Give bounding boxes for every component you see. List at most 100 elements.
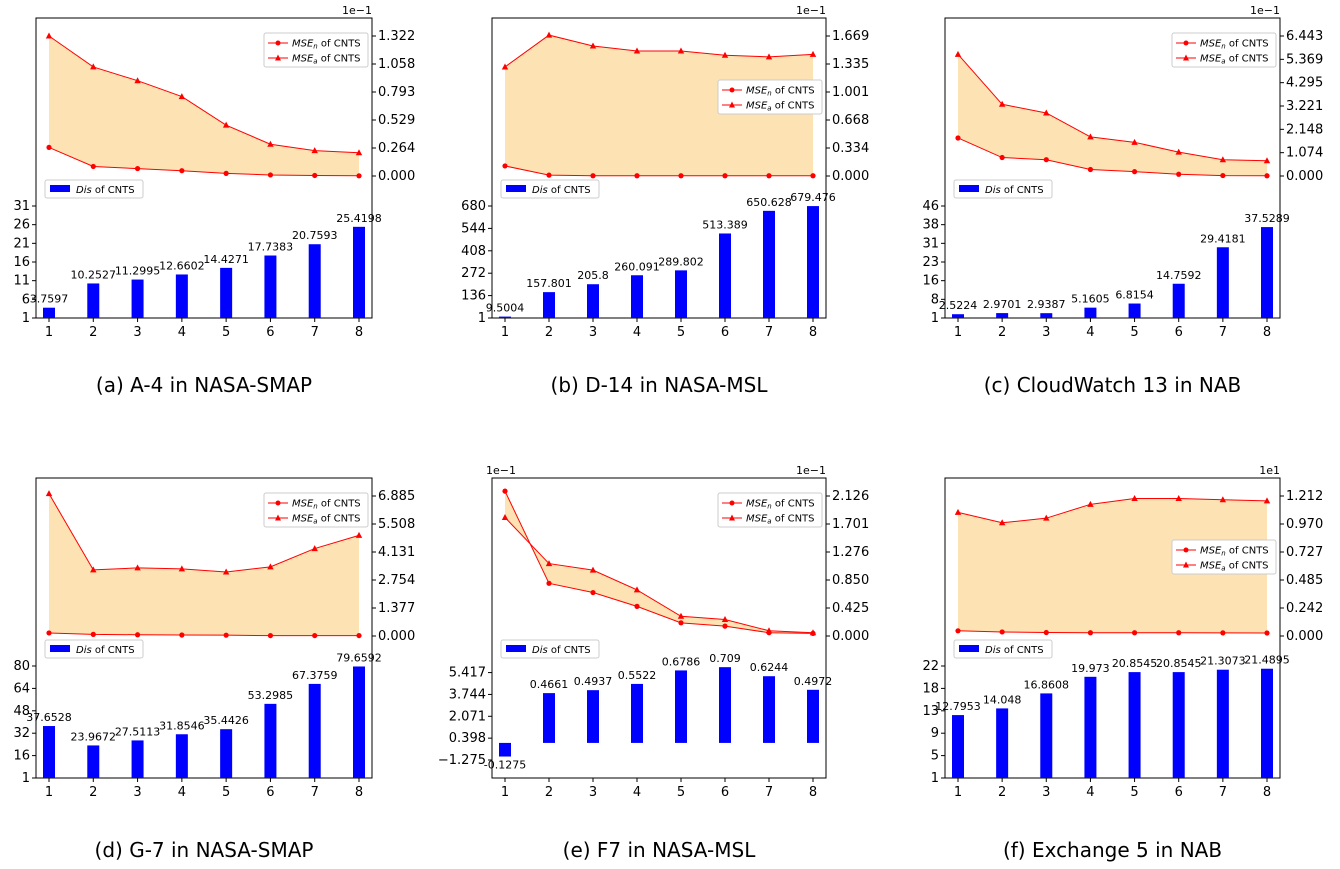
marker-mse-n: [179, 168, 185, 174]
right-tick-label: 0.668: [832, 113, 869, 128]
x-tick-label: 2: [545, 785, 553, 800]
bar-value-label: -0.1275: [484, 759, 526, 772]
marker-mse-a: [633, 47, 641, 54]
line-legend-box: [1171, 32, 1277, 68]
line-legend-box: [1171, 539, 1277, 575]
bar-legend-box: [44, 639, 144, 659]
marker-mse-a: [501, 513, 509, 520]
left-tick-label: 23: [922, 255, 939, 270]
marker-mse-a: [765, 53, 773, 60]
marker-mse-a: [545, 560, 553, 567]
x-tick-label: 5: [1130, 325, 1138, 340]
marker-mse-a: [721, 616, 729, 623]
right-tick-label: 2.126: [832, 489, 869, 504]
marker-mse-a: [267, 563, 274, 570]
bar-3: [587, 690, 599, 743]
bar-value-label: 14.4271: [203, 253, 249, 266]
bar-1: [952, 314, 964, 318]
x-tick-label: 1: [954, 785, 962, 800]
marker-mse-a: [589, 566, 597, 573]
marker-mse-a: [178, 565, 186, 572]
x-tick-label: 1: [954, 325, 962, 340]
marker-mse-n: [590, 173, 596, 179]
x-tick-label: 5: [677, 785, 685, 800]
left-tick-label: 9: [931, 726, 939, 741]
marker-mse-a: [355, 531, 363, 538]
bar-value-label: 260.091: [614, 260, 660, 273]
area-fill-between-mse: [505, 491, 813, 634]
marker-mse-n: [312, 632, 318, 639]
bar-value-label: 2.9387: [1027, 298, 1066, 311]
marker-mse-a: [677, 612, 685, 619]
marker-mse-n: [1176, 630, 1182, 636]
line-mse-n: [48, 632, 359, 637]
legend-marker-circle: [1183, 547, 1189, 553]
subplot-caption: (c) CloudWatch 13 in NAB: [984, 373, 1241, 397]
bar-value-label: 10.2527: [71, 268, 117, 281]
left-tick-label: 1: [931, 311, 939, 326]
left-tick-label: 80: [13, 659, 30, 674]
right-tick-label: 4.131: [378, 545, 415, 560]
right-scale-label: 1e1: [1259, 464, 1280, 477]
marker-mse-n: [1220, 630, 1226, 636]
x-tick-label: 4: [633, 785, 641, 800]
right-tick-label: 1.322: [378, 29, 415, 44]
x-tick-label: 4: [1086, 785, 1094, 800]
x-tick-label: 8: [1263, 325, 1271, 340]
marker-mse-n: [722, 623, 728, 629]
left-tick-label: −1.275: [438, 753, 486, 768]
line-legend-label: MSEa of CNTS: [746, 101, 815, 113]
left-scale-label: 1e−1: [486, 464, 516, 477]
bar-2: [543, 292, 555, 318]
x-tick-label: 6: [266, 325, 274, 340]
subplot-5: -0.1275 0.4661 0.4937 0.5522 0.6786 0.709 0.62…: [438, 464, 869, 862]
bar-value-label: 20.8545: [1112, 657, 1158, 670]
right-tick-label: 0.000: [378, 169, 415, 184]
bar-legend-box: [953, 179, 1053, 199]
marker-mse-a: [134, 564, 141, 571]
line-mse-n: [504, 165, 813, 177]
subplot-1: 3.759710.252711.299512.660214.427117.738…: [13, 4, 415, 397]
line-mse-a: [957, 498, 1268, 524]
marker-mse-n: [1131, 169, 1138, 175]
x-tick-label: 6: [721, 785, 729, 800]
subplot-caption: (e) F7 in NASA-MSL: [563, 838, 757, 862]
bar-legend-box: [500, 179, 600, 199]
right-tick-label: 0.970: [1286, 517, 1323, 532]
bar-value-label: 157.801: [526, 277, 572, 290]
bar-5: [220, 729, 233, 778]
bar-value-label: 0.4972: [794, 675, 833, 688]
marker-mse-a: [809, 50, 817, 57]
left-tick-label: 13: [922, 704, 939, 719]
bar-6: [1172, 672, 1185, 778]
left-tick-label: 6: [22, 292, 30, 307]
marker-mse-n: [678, 173, 684, 179]
subplot-caption: (b) D-14 in NASA-MSL: [551, 373, 769, 397]
marker-mse-n: [502, 163, 508, 169]
marker-mse-a: [311, 545, 318, 552]
bar-value-label: 21.4895: [1244, 654, 1290, 667]
left-tick-label: 5: [931, 749, 939, 764]
bar-3: [131, 740, 144, 778]
marker-mse-n: [1264, 630, 1270, 636]
right-tick-label: 0.850: [832, 573, 869, 588]
bar-legend-box: [953, 639, 1053, 659]
left-tick-label: 544: [461, 221, 486, 236]
x-tick-label: 7: [311, 325, 319, 340]
x-tick-label: 2: [89, 785, 97, 800]
legend-marker-triangle: [1183, 561, 1189, 568]
bar-5: [1128, 672, 1141, 778]
area-fill-between-mse: [505, 35, 813, 176]
line-legend-label: MSEn of CNTS: [292, 499, 361, 511]
bar-legend-label: Dis of CNTS: [532, 645, 591, 656]
right-tick-label: 6.885: [378, 489, 415, 504]
bar-value-label: 67.3759: [292, 669, 338, 682]
right-tick-label: 0.000: [378, 629, 415, 644]
line-legend-label: MSEa of CNTS: [746, 514, 815, 526]
marker-mse-a: [633, 586, 641, 593]
bar-3: [131, 279, 144, 318]
legend-marker-circle: [1183, 40, 1189, 46]
marker-mse-n: [179, 632, 185, 638]
marker-mse-n: [502, 488, 508, 494]
